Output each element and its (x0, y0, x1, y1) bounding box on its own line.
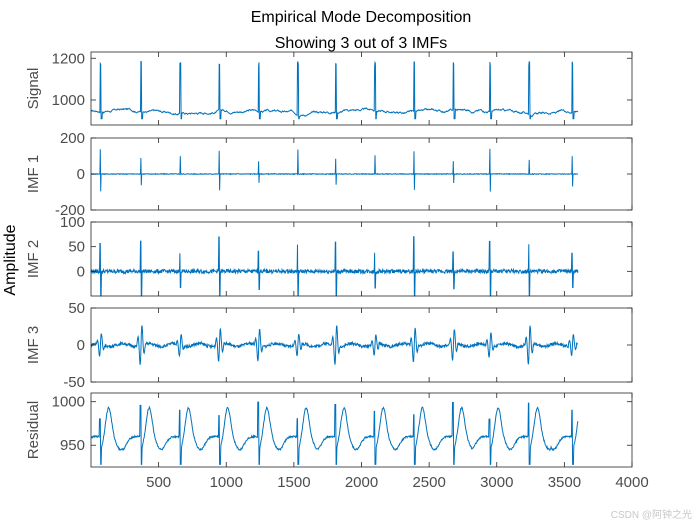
x-tick-label: 3000 (480, 474, 513, 491)
x-tick-label: 2000 (345, 474, 378, 491)
watermark: CSDN @阿钟之光 (610, 510, 692, 521)
y-tick-label: 50 (68, 300, 85, 317)
y-axis-label: Residual (25, 401, 42, 459)
y-axis-label: IMF 3 (25, 326, 42, 364)
panel-imf-3: -50 0 50 IMF 3 (25, 300, 633, 391)
chart-title: Empirical Mode Decomposition (251, 9, 472, 26)
common-y-axis-label: Amplitude (2, 224, 19, 295)
series-line-imf-1 (90, 148, 579, 192)
y-tick-label: 200 (60, 130, 85, 147)
panel-imf-1: -200 0 200 IMF 1 (25, 130, 633, 219)
series-line-imf-2 (90, 236, 579, 297)
y-tick-label: 1200 (52, 50, 85, 67)
x-tick-label: 4000 (615, 474, 648, 491)
y-tick-label: 0 (77, 263, 85, 280)
x-tick-label: 3500 (548, 474, 581, 491)
series-line-signal (90, 60, 579, 120)
y-tick-label: 100 (60, 214, 85, 231)
y-tick-label: -200 (55, 202, 85, 219)
panel-background (91, 393, 632, 467)
y-tick-label: 0 (77, 337, 85, 354)
y-tick-label: 0 (77, 166, 85, 183)
panel-signal: 1000 1200 Signal (25, 50, 633, 126)
x-tick-label: 500 (146, 474, 171, 491)
y-axis-label: Signal (25, 68, 42, 110)
y-tick-label: 50 (68, 239, 85, 256)
y-tick-label: 1000 (52, 92, 85, 109)
panel-residual: 950 1000 Residual 500 1000 1500 2000 2500 3000 35… (25, 392, 649, 491)
x-tick-label: 1000 (210, 474, 243, 491)
series-line-imf-3 (90, 325, 579, 365)
y-tick-label: 1000 (52, 394, 85, 411)
panel-imf-2: 0 50 100 IMF 2 (25, 214, 633, 297)
y-axis-label: IMF 2 (25, 240, 42, 278)
series-line-residual (90, 401, 579, 465)
chart-subtitle: Showing 3 out of 3 IMFs (275, 35, 448, 52)
y-axis-label: IMF 1 (25, 155, 42, 193)
panel-background (91, 222, 632, 296)
y-tick-label: -50 (63, 374, 85, 391)
y-tick-label: 950 (60, 437, 85, 454)
x-tick-label: 1500 (277, 474, 310, 491)
subplot-stack: 1000 1200 Signal -200 0 200 IMF 1 0 50 100 IMF 2 -5… (25, 50, 649, 491)
x-tick-label: 2500 (412, 474, 445, 491)
